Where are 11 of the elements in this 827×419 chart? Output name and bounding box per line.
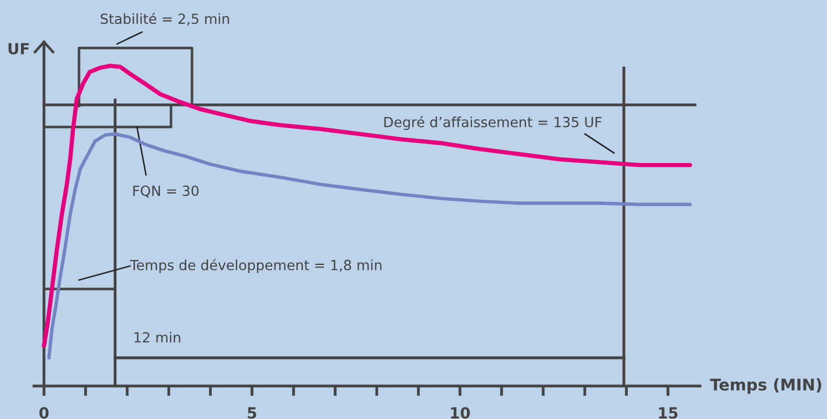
x-tick-label: 5 xyxy=(248,407,256,419)
y-axis-title: UF xyxy=(8,43,29,54)
x-tick-label: 0 xyxy=(39,407,49,419)
text: Stabilité = 2,5 min xyxy=(100,12,229,26)
ref-line-label: 12 min xyxy=(134,332,180,342)
x-axis-title: Temps (MIN) xyxy=(710,378,822,394)
annotation: FQN = 30 xyxy=(133,186,199,198)
annotation: Temps de développement = 1,8 min xyxy=(130,259,382,273)
x-tick-label: 10 xyxy=(451,407,470,419)
x-tick-label: 15 xyxy=(659,407,678,419)
annotation: Degré d’affaissement = 135 UF xyxy=(384,116,602,130)
